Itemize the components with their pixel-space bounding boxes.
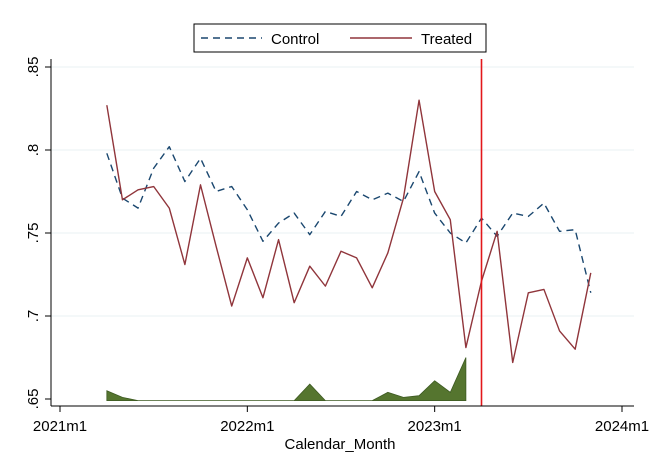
density-area: [106, 357, 467, 402]
control-series-line: [106, 145, 592, 293]
y-tick-label: .7: [25, 310, 42, 323]
legend-treated-label: Treated: [421, 31, 472, 48]
grid-lines: [51, 66, 634, 317]
x-tick-label: 2023m1: [408, 418, 462, 435]
x-tick-label: 2024m1: [595, 418, 649, 435]
x-axis-title: Calendar_Month: [285, 436, 396, 453]
y-tick-label: .85: [25, 57, 42, 78]
legend-control-label: Control: [271, 31, 319, 48]
y-axis-ticks: .65 .7 .75 .8 .85: [25, 57, 51, 410]
treated-series-line: [106, 99, 592, 364]
x-axis-ticks: 2021m1 2022m1 2023m1 2024m1: [33, 406, 649, 435]
x-tick-label: 2022m1: [220, 418, 274, 435]
x-tick-label: 2021m1: [33, 418, 87, 435]
y-tick-label: .75: [25, 223, 42, 244]
y-tick-label: .8: [25, 144, 42, 157]
plot-area: [51, 59, 634, 406]
y-tick-label: .65: [25, 389, 42, 410]
legend: Control Treated: [193, 23, 487, 53]
